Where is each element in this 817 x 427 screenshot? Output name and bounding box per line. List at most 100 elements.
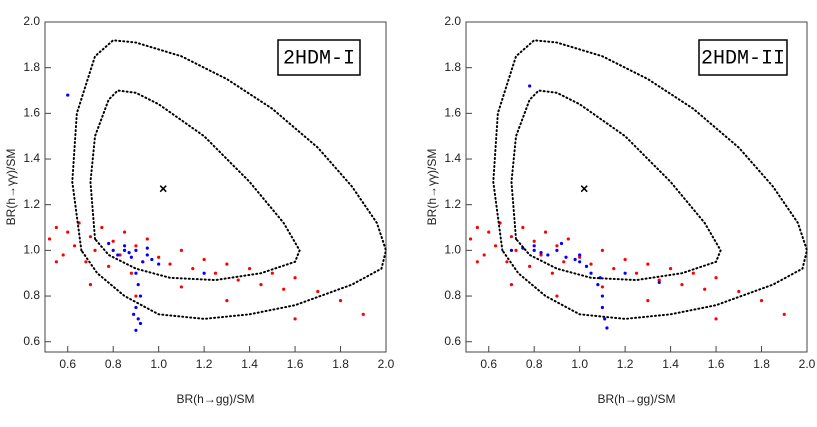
scatter-point [191,267,195,271]
scatter-point [543,230,548,234]
scatter-point [505,260,509,264]
x-tick-label: 1.4 [662,357,679,371]
scatter-point [122,248,127,252]
y-tick-label: 1.0 [444,243,461,257]
scatter-point [493,244,498,248]
scatter-point [703,287,707,291]
scatter-point [145,246,149,250]
y-tick-label: 1.4 [444,151,461,165]
y-tick-label: 1.2 [444,197,461,211]
y-tick-label: 1.4 [23,151,40,165]
scatter-point [468,237,473,241]
panel: 0.6 0.8 1.0 1.2 1.4 1.6 1.8 2.0 0.6 0.8 1.0 1.2 1.4 1… [425,14,815,406]
contour [89,89,301,282]
scatter-point [225,299,229,303]
scatter-point [555,244,559,248]
x-tick-label: 1.0 [571,357,588,371]
scatter-point [150,257,154,262]
y-tick-label: 1.6 [23,106,40,120]
scatter-point [475,225,479,230]
scatter-point [134,328,138,332]
scatter-point [259,283,263,287]
y-tick-label: 0.8 [444,288,461,302]
scatter-point [714,317,718,321]
y-tick-label: 0.6 [23,334,40,348]
scatter-point [213,271,218,275]
scatter-point [482,253,486,257]
scatter-point [509,248,514,252]
chart-title: 2HDM-I [283,47,355,70]
scatter-point [111,248,115,252]
x-tick-label: 1.2 [196,357,213,371]
scatter-point [578,253,582,257]
plot-frame [465,21,808,353]
y-tick-label: 1.8 [444,60,461,74]
y-tick-label: 0.8 [23,288,40,302]
x-tick-label: 0.8 [105,357,122,371]
scatter-point [539,251,543,255]
scatter-point [100,225,104,230]
scatter-point [475,260,479,264]
y-tick-label: 1.2 [23,197,40,211]
scatter-point [562,260,566,264]
scatter-point [509,283,514,287]
plot-frame [44,21,387,353]
scatter-point [550,271,554,275]
scatter-point [566,237,570,241]
scatter-point [138,294,143,298]
scatter-point [127,251,131,255]
scatter-point [737,289,741,294]
scatter-point [509,235,514,239]
scatter-point [361,312,365,316]
scatter-point [136,317,140,321]
y-tick-label: 1.6 [444,106,461,120]
scatter-point [236,278,240,282]
scatter-point [596,283,600,287]
contour [492,39,809,320]
scatter-point [782,312,786,316]
scatter-point [657,280,661,284]
scatter-point [573,257,577,262]
scatter-point [532,244,536,248]
scatter-point [605,326,609,330]
panel: 0.6 0.8 1.0 1.2 1.4 1.6 1.8 2.0 0.6 0.8 1.0 1.2 1.4 1… [4,14,394,406]
scatter-point [714,276,718,280]
scatter-point [134,294,138,298]
scatter-point [132,312,136,316]
scatter-point [116,253,120,257]
scatter-point [202,271,206,275]
scatter-point [138,321,143,326]
scatter-point [603,317,607,321]
scatter-point [559,241,564,246]
scatter-point [555,248,559,252]
x-tick-label: 1.8 [753,357,770,371]
scatter-point [623,257,627,262]
scatter-point [680,283,684,287]
scatter-point [759,299,764,303]
scatter-point [282,287,286,291]
scatter-point [612,267,616,271]
scatter-point [546,253,550,257]
title-box [277,39,361,76]
scatter-point [316,289,320,294]
y-tick-label: 2.0 [444,14,461,28]
contour [510,89,722,282]
scatter-point [157,255,161,259]
y-tick-label: 1.8 [23,60,40,74]
scatter-point [657,278,661,282]
scatter-point [129,271,133,275]
scatter-point [691,271,695,275]
scatter-point [634,271,639,275]
scatter-point [179,248,183,252]
best-fit-marker [159,185,167,193]
scatter-point [528,264,532,268]
x-tick-label: 1.6 [287,357,304,371]
x-tick-label: 1.6 [708,357,725,371]
scatter-point [168,262,172,266]
scatter-point [179,285,183,289]
scatter-point [528,84,532,88]
x-tick-label: 2.0 [378,357,395,371]
scatter-point [248,267,252,271]
y-tick-label: 2.0 [23,14,40,28]
scatter-point [600,305,605,310]
